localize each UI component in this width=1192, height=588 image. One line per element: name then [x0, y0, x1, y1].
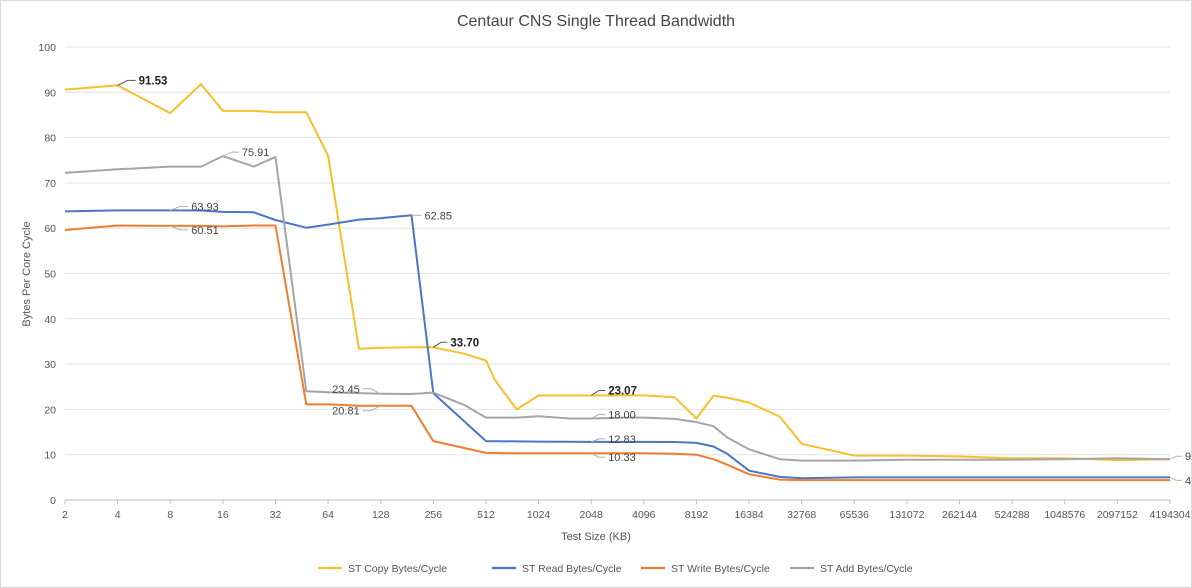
x-tick-label: 262144	[942, 509, 977, 521]
x-tick-label: 128	[372, 509, 390, 521]
annotation-leader	[222, 151, 239, 157]
x-tick-label: 1048576	[1044, 509, 1085, 521]
y-tick-label: 10	[44, 450, 56, 462]
y-tick-label: 20	[44, 404, 56, 416]
x-tick-label: 2	[62, 509, 68, 521]
x-tick-label: 8192	[685, 509, 709, 521]
x-tick-label: 32768	[787, 509, 816, 521]
data-label: 91.53	[139, 75, 168, 87]
legend-label-2: ST Read Bytes/Cycle	[522, 563, 622, 575]
data-label: 4.99	[1185, 475, 1192, 487]
data-label: 9.00	[1185, 451, 1192, 463]
annotation-leader	[1169, 455, 1182, 460]
y-tick-label: 0	[50, 495, 56, 507]
x-tick-label: 64	[322, 509, 334, 521]
x-tick-label: 65536	[840, 509, 869, 521]
data-annotations: 91.53 33.70 23.07 63.93 62.85 12.83 4.99 60.51 2…	[117, 75, 1192, 487]
x-tick-label: 2048	[580, 509, 604, 521]
x-tick-label: 16384	[734, 509, 763, 521]
x-tick-label: 1024	[527, 509, 551, 521]
data-label: 75.91	[242, 147, 270, 159]
annotation-leader	[1169, 476, 1182, 481]
x-tick-label: 8	[167, 509, 173, 521]
annotation-leader	[170, 225, 189, 231]
y-axis-title: Bytes Per Core Cycle	[21, 221, 33, 326]
y-tick-label: 90	[44, 87, 56, 99]
data-label: 33.70	[450, 337, 479, 349]
x-tick-label: 4194304	[1150, 509, 1191, 521]
data-label: 20.81	[332, 406, 360, 418]
x-tick-label: 4	[115, 509, 121, 521]
data-label: 60.51	[191, 225, 219, 237]
data-label: 23.07	[608, 385, 637, 397]
chart-title: Centaur CNS Single Thread Bandwidth	[457, 13, 735, 30]
data-label: 62.85	[424, 210, 452, 222]
gridlines	[65, 46, 1170, 501]
y-tick-label: 40	[44, 314, 56, 326]
data-label: 23.45	[332, 384, 360, 396]
y-axis-ticks: 0 10 20 30 40 50 60 70 80 90 100	[38, 42, 56, 507]
legend-label-3: ST Write Bytes/Cycle	[671, 563, 770, 575]
series-line-1	[64, 83, 1171, 462]
x-tick-label: 16	[217, 509, 229, 521]
x-axis-title: Test Size (KB)	[561, 531, 631, 543]
x-tick-label: 131072	[889, 509, 924, 521]
annotation-leader	[362, 405, 381, 412]
legend: ST Copy Bytes/Cycle ST Read Bytes/Cycle ST…	[318, 563, 913, 575]
y-tick-label: 70	[44, 178, 56, 190]
annotation-leader	[117, 79, 136, 86]
y-tick-label: 100	[38, 42, 56, 54]
data-label: 10.33	[608, 452, 636, 464]
data-label: 63.93	[191, 201, 219, 213]
data-label: 18.00	[608, 409, 636, 421]
legend-label-4: ST Add Bytes/Cycle	[820, 563, 913, 575]
data-label: 12.83	[608, 434, 636, 446]
annotation-leader	[362, 388, 381, 395]
annotation-leader	[590, 414, 606, 419]
x-tick-label: 512	[477, 509, 495, 521]
legend-label-1: ST Copy Bytes/Cycle	[348, 563, 447, 575]
annotation-leader	[433, 341, 448, 348]
y-tick-label: 80	[44, 133, 56, 145]
x-tick-label: 524288	[995, 509, 1030, 521]
series-line-3	[64, 224, 1170, 482]
x-tick-label: 32	[270, 509, 282, 521]
series-line-4	[64, 155, 1171, 462]
y-tick-label: 50	[44, 269, 56, 281]
x-tick-label: 4096	[632, 509, 656, 521]
y-tick-label: 30	[44, 359, 56, 371]
annotation-leader	[590, 452, 606, 458]
annotation-leader	[590, 390, 606, 396]
annotation-leader	[170, 205, 189, 211]
annotation-leader	[591, 438, 606, 443]
x-tick-label: 256	[425, 509, 443, 521]
y-tick-label: 60	[44, 223, 56, 235]
x-tick-label: 2097152	[1097, 509, 1138, 521]
x-axis-ticks: 2 4 8 16 32 64 128 256 512 1024 2048 4096 8192 16384 3…	[62, 500, 1191, 521]
